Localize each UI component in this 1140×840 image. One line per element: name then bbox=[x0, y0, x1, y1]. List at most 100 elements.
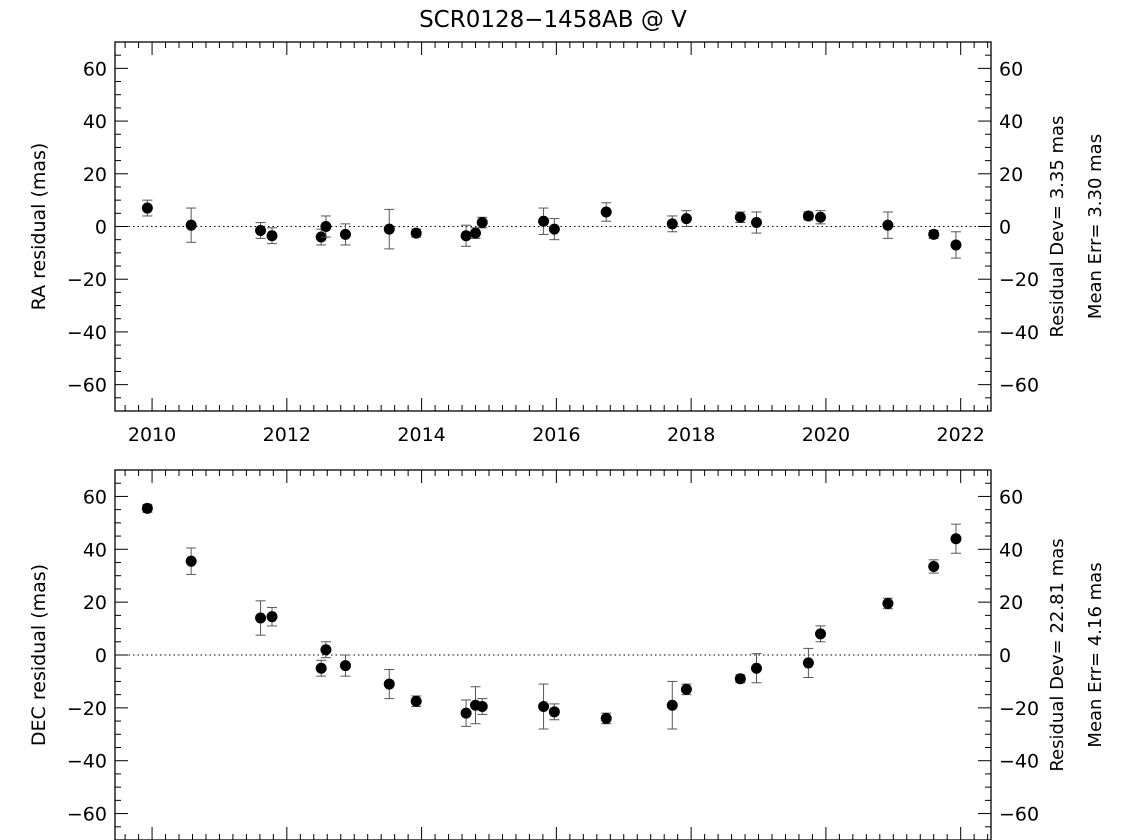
y-tick-label-left: −60 bbox=[67, 804, 107, 826]
x-tick-label: 2022 bbox=[936, 424, 984, 446]
data-point bbox=[600, 202, 612, 222]
data-point bbox=[680, 683, 692, 696]
data-marker bbox=[734, 673, 746, 685]
data-point bbox=[460, 224, 472, 247]
data-point bbox=[928, 559, 940, 574]
data-marker bbox=[339, 660, 351, 672]
x-tick-label: 2014 bbox=[397, 424, 445, 446]
data-marker bbox=[882, 219, 894, 231]
y-axis-label: RA residual (mas) bbox=[28, 143, 50, 311]
mean-err-text: Mean Err= 3.30 mas bbox=[1085, 134, 1106, 319]
data-marker bbox=[600, 206, 612, 218]
y-tick-label-right: 0 bbox=[999, 217, 1011, 239]
data-marker bbox=[476, 217, 488, 229]
data-point bbox=[476, 216, 488, 229]
x-tick-label: 2016 bbox=[532, 424, 580, 446]
data-point bbox=[339, 654, 351, 677]
data-point bbox=[882, 597, 894, 610]
data-point bbox=[734, 673, 746, 685]
data-marker bbox=[255, 224, 267, 236]
data-point bbox=[255, 600, 267, 636]
ra-residual-panel: 2010 2012 2014 2016 2018 2020 2022−60 −60−40 −40… bbox=[28, 41, 1106, 446]
data-point bbox=[383, 669, 395, 700]
data-marker bbox=[141, 502, 153, 514]
y-tick-label-right: −40 bbox=[999, 322, 1039, 344]
data-point bbox=[751, 653, 763, 684]
data-point bbox=[470, 227, 482, 239]
y-tick-label-right: 0 bbox=[999, 645, 1011, 667]
y-tick-label-left: 40 bbox=[83, 111, 107, 133]
data-marker bbox=[255, 612, 267, 624]
data-point bbox=[476, 698, 488, 715]
data-point bbox=[185, 207, 197, 243]
data-point bbox=[255, 222, 267, 239]
data-point bbox=[802, 647, 814, 678]
y-tick-label-right: −60 bbox=[999, 804, 1039, 826]
y-tick-label-left: 60 bbox=[83, 486, 107, 508]
y-tick-label-right: −20 bbox=[999, 269, 1039, 291]
y-tick-label-left: −40 bbox=[67, 322, 107, 344]
data-point bbox=[802, 210, 814, 222]
data-marker bbox=[185, 555, 197, 567]
residual-dev-text: Residual Dev= 3.35 mas bbox=[1047, 116, 1068, 338]
y-tick-label-right: 40 bbox=[999, 539, 1023, 561]
data-marker bbox=[470, 227, 482, 239]
data-point bbox=[538, 683, 550, 730]
data-marker bbox=[538, 215, 550, 227]
x-tick-label: 2020 bbox=[802, 424, 850, 446]
data-marker bbox=[666, 699, 678, 711]
data-point bbox=[320, 641, 332, 659]
data-marker bbox=[815, 628, 827, 640]
data-point bbox=[882, 211, 894, 239]
data-point bbox=[548, 218, 560, 241]
y-tick-label-left: 0 bbox=[95, 217, 107, 239]
data-marker bbox=[383, 678, 395, 690]
y-axis-label: DEC residual (mas) bbox=[28, 564, 50, 746]
data-marker bbox=[751, 662, 763, 674]
y-tick-label-left: 20 bbox=[83, 164, 107, 186]
y-tick-label-left: −20 bbox=[67, 698, 107, 720]
chart-title: SCR0128−1458AB @ V bbox=[419, 7, 687, 33]
y-tick-label-right: 60 bbox=[999, 486, 1023, 508]
y-tick-label-left: 60 bbox=[83, 58, 107, 80]
y-tick-label-right: 60 bbox=[999, 58, 1023, 80]
data-marker bbox=[734, 211, 746, 223]
data-marker bbox=[141, 202, 153, 214]
data-marker bbox=[383, 223, 395, 235]
x-tick-label: 2018 bbox=[667, 424, 715, 446]
y-tick-label-left: −20 bbox=[67, 269, 107, 291]
data-point bbox=[460, 699, 472, 727]
data-marker bbox=[538, 701, 550, 713]
data-point bbox=[666, 215, 678, 233]
data-marker bbox=[928, 560, 940, 572]
data-marker bbox=[548, 706, 560, 718]
y-tick-label-right: 20 bbox=[999, 164, 1023, 186]
data-marker bbox=[802, 657, 814, 669]
data-point bbox=[141, 502, 153, 514]
data-point bbox=[185, 547, 197, 575]
data-marker bbox=[928, 228, 940, 240]
data-point bbox=[928, 228, 940, 240]
data-point bbox=[141, 199, 153, 217]
data-point bbox=[734, 211, 746, 224]
data-point bbox=[410, 227, 422, 239]
y-tick-label-right: 40 bbox=[999, 111, 1023, 133]
x-tick-label: 2010 bbox=[128, 424, 176, 446]
data-point bbox=[315, 659, 327, 677]
data-point bbox=[383, 208, 395, 250]
data-marker bbox=[266, 230, 278, 242]
data-marker bbox=[460, 230, 472, 242]
data-marker bbox=[410, 695, 422, 707]
data-point bbox=[410, 695, 422, 708]
y-tick-label-left: 0 bbox=[95, 645, 107, 667]
data-point bbox=[339, 223, 351, 246]
data-marker bbox=[460, 707, 472, 719]
y-tick-label-left: −40 bbox=[67, 751, 107, 773]
data-marker bbox=[751, 217, 763, 229]
data-marker bbox=[600, 712, 612, 724]
y-tick-label-right: 20 bbox=[999, 592, 1023, 614]
data-marker bbox=[410, 227, 422, 239]
data-marker bbox=[476, 701, 488, 713]
data-marker bbox=[680, 213, 692, 225]
